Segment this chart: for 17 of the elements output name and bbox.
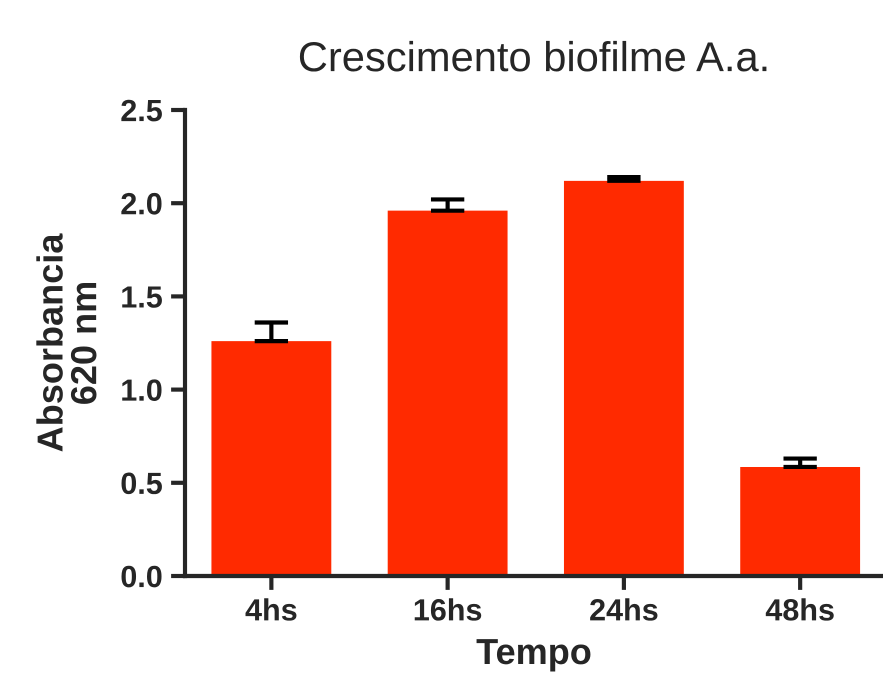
y-tick-label: 2.0: [121, 192, 162, 215]
x-tick-label: 24hs: [590, 598, 658, 621]
y-tick-label: 2.5: [121, 100, 162, 122]
x-tick-label: 48hs: [766, 598, 834, 621]
bar: [388, 210, 508, 576]
y-axis-title: Absorbancia 620 nm: [36, 233, 96, 452]
y-tick-label: 1.5: [122, 286, 162, 308]
bar: [740, 466, 860, 576]
y-tick-label: 0.5: [122, 472, 162, 494]
x-tick-label: 16hs: [414, 598, 482, 621]
bar: [564, 180, 684, 576]
y-tick-label: 1.0: [122, 379, 162, 401]
x-axis-title: Tempo: [476, 639, 590, 672]
x-tick-label: 4hs: [246, 598, 296, 621]
y-tick-label: 0.0: [122, 566, 162, 588]
chart-title: Crescimento biofilme A.a.: [300, 40, 766, 72]
bar: [211, 341, 332, 576]
